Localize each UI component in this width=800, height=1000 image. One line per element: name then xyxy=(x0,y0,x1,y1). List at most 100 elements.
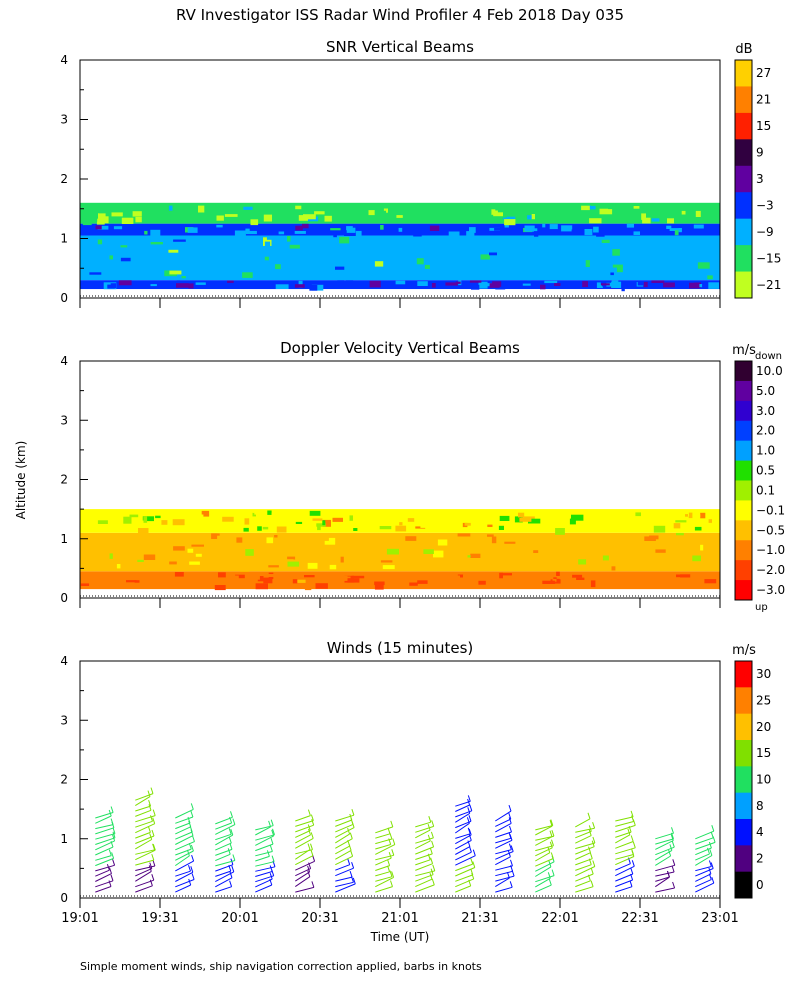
colorbar-swatch xyxy=(735,400,752,422)
y-tick-label: 0 xyxy=(60,891,68,905)
heatmap-cell xyxy=(268,565,279,568)
heatmap-cell xyxy=(300,509,309,514)
colorbar-frame xyxy=(734,660,753,899)
heatmap-cell xyxy=(700,544,704,551)
wind-barb xyxy=(575,880,591,888)
heatmap-cell xyxy=(113,226,123,230)
wind-barb-flag xyxy=(187,816,191,824)
heatmap-cell xyxy=(661,269,668,274)
wind-barb-flag xyxy=(270,837,274,845)
wind-barb-flag xyxy=(148,804,152,811)
wind-barb xyxy=(455,800,471,807)
wind-barb-flag xyxy=(710,831,714,838)
heatmap-cell xyxy=(683,510,689,516)
heatmap-cell xyxy=(477,226,490,234)
wind-barb xyxy=(295,871,310,882)
heatmap-cell xyxy=(621,242,626,249)
wind-barb xyxy=(175,884,191,893)
wind-barb-flag xyxy=(152,859,156,867)
wind-barb xyxy=(615,847,636,855)
wind-barb-flag xyxy=(590,880,594,887)
heatmap-cell xyxy=(116,564,121,569)
wind-barb xyxy=(575,858,593,866)
heatmap-cell xyxy=(589,218,602,224)
heatmap-cell xyxy=(84,226,94,234)
heatmap-cell xyxy=(441,577,446,581)
heatmap-cell xyxy=(132,211,142,217)
wind-barb-flag xyxy=(708,860,712,867)
heatmap-cell xyxy=(409,582,418,586)
wind-barb xyxy=(295,834,311,844)
wind-barb xyxy=(575,846,595,855)
wind-barb-flag xyxy=(147,826,151,833)
heatmap-cell xyxy=(593,226,599,233)
heatmap-cell xyxy=(201,510,210,515)
wind-barb xyxy=(695,847,712,856)
heatmap-cell xyxy=(667,218,674,224)
heatmap-cell xyxy=(417,281,428,286)
heatmap-cell xyxy=(271,512,277,517)
heatmap-cell xyxy=(589,537,601,543)
colorbar-tick-label: −3 xyxy=(756,198,774,212)
heatmap-cell xyxy=(693,533,705,539)
colorbar-tick-label: 10 xyxy=(756,773,771,787)
colorbar-tick-label: 27 xyxy=(756,66,771,80)
wind-barb xyxy=(655,849,673,861)
wind-barb-flag xyxy=(470,857,474,865)
heatmap-cell xyxy=(487,524,493,527)
heatmap-cell xyxy=(549,226,556,233)
plot-area-2 xyxy=(95,787,716,893)
heatmap-cell xyxy=(118,280,132,286)
heatmap-cell xyxy=(379,526,392,530)
heatmap-cell xyxy=(137,284,151,288)
heatmap-cell xyxy=(294,284,305,288)
wind-barb xyxy=(135,849,156,861)
heatmap-cell xyxy=(337,280,344,285)
colorbar-tick-label: −0.1 xyxy=(756,503,785,517)
wind-barb-flag xyxy=(507,850,511,857)
wind-barb xyxy=(135,793,154,801)
heatmap-cell xyxy=(245,230,257,235)
heatmap-cell xyxy=(380,225,384,230)
wind-barb-flag xyxy=(148,799,152,807)
wind-barb-flag xyxy=(232,854,236,861)
heatmap-cell xyxy=(470,553,481,558)
wind-barb xyxy=(175,816,194,824)
heatmap-cell xyxy=(615,228,626,233)
colorbar-swatch xyxy=(735,845,752,873)
wind-barb xyxy=(295,868,311,877)
y-axis-label: Altitude (km) xyxy=(14,441,28,520)
wind-barb xyxy=(255,861,275,867)
wind-barb xyxy=(135,815,156,823)
heatmap-cell xyxy=(554,283,561,286)
wind-barb-flag xyxy=(112,831,116,838)
wind-barb xyxy=(415,874,434,882)
heatmap-cell xyxy=(303,214,316,220)
wind-barb-flag xyxy=(550,819,554,826)
wind-barb-flag xyxy=(508,804,512,812)
wind-barb-flag xyxy=(510,859,513,867)
wind-barb xyxy=(535,852,551,862)
wind-barb-flag xyxy=(709,849,713,856)
colorbar-tick-label: 0.1 xyxy=(756,484,775,498)
heatmap-cell xyxy=(560,259,571,264)
wind-barb xyxy=(295,820,314,827)
heatmap-cell xyxy=(642,217,651,224)
heatmap-cell xyxy=(653,227,664,234)
heatmap-cell xyxy=(120,245,128,248)
heatmap-cell xyxy=(317,523,321,531)
wind-barb-flag xyxy=(188,865,191,872)
colorbar-tick-label: −9 xyxy=(756,225,774,239)
heatmap-cell xyxy=(700,512,706,519)
wind-barb xyxy=(655,864,675,872)
wind-barb xyxy=(335,814,355,822)
wind-barb xyxy=(415,863,433,871)
wind-barb xyxy=(495,831,512,838)
wind-barb-flag xyxy=(711,825,715,832)
heatmap-cell xyxy=(188,265,192,269)
wind-barb-flag xyxy=(671,841,675,848)
heatmap-cell xyxy=(651,280,665,283)
heatmap-cell xyxy=(599,208,613,215)
heatmap-cell xyxy=(503,206,509,213)
wind-barb-flag xyxy=(307,870,311,877)
